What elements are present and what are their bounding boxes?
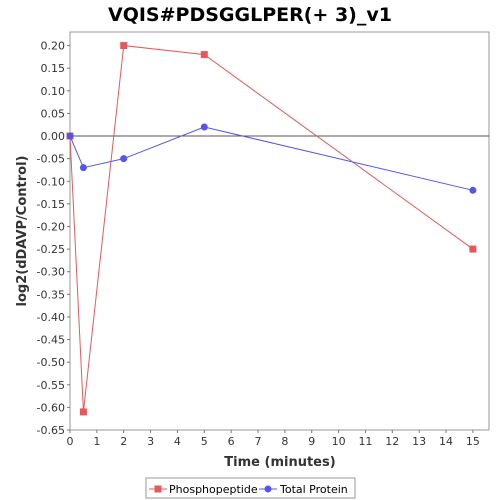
x-tick-label: 14 [439,435,453,448]
data-point-total-protein [79,164,87,172]
data-point-total-protein [200,123,208,131]
x-tick-label: 0 [67,435,74,448]
y-tick-label: -0.65 [37,424,65,437]
y-tick-label: -0.30 [37,266,65,279]
data-point-total-protein [120,155,128,163]
x-tick-label: 11 [358,435,372,448]
legend-label-phosphopeptide: Phosphopeptide [169,483,258,496]
y-tick-label: -0.60 [37,401,65,414]
y-tick-label: -0.05 [37,153,65,166]
y-tick-label: 0.05 [41,107,66,120]
x-tick-label: 8 [281,435,288,448]
data-point-phosphopeptide [120,42,128,50]
x-tick-label: 4 [174,435,181,448]
data-point-phosphopeptide [79,408,87,416]
y-tick-label: 0.10 [41,85,66,98]
y-tick-label: -0.50 [37,356,65,369]
x-axis-title: Time (minutes) [224,455,335,470]
x-tick-label: 7 [255,435,262,448]
y-tick-label: -0.25 [37,243,65,256]
y-tick-label: -0.40 [37,311,65,324]
y-tick-label: -0.20 [37,220,65,233]
y-tick-label: -0.35 [37,288,65,301]
y-tick-label: 0.15 [41,62,66,75]
legend-marker-phosphopeptide [154,485,162,493]
y-tick-label: 0.00 [41,130,66,143]
x-tick-label: 9 [308,435,315,448]
chart-title: VQIS#PDSGGLPER(+ 3)_v1 [108,4,392,26]
legend-label-total-protein: Total Protein [279,483,348,496]
data-point-total-protein [66,132,74,140]
x-tick-label: 1 [93,435,100,448]
y-tick-label: -0.10 [37,175,65,188]
x-tick-label: 2 [120,435,127,448]
y-tick-label: 0.20 [41,40,66,53]
x-tick-label: 12 [385,435,399,448]
data-point-total-protein [469,186,477,194]
x-tick-label: 13 [412,435,426,448]
legend-box [145,477,356,499]
plot-area [69,31,490,431]
legend: Phosphopeptide Total Protein [145,477,356,499]
y-tick-label: -0.55 [37,379,65,392]
x-tick-label: 10 [332,435,346,448]
x-tick-label: 3 [147,435,154,448]
x-tick-label: 6 [228,435,235,448]
x-tick-label: 15 [466,435,480,448]
data-point-phosphopeptide [469,245,477,253]
y-tick-label: -0.15 [37,198,65,211]
series-layer [66,42,477,416]
y-axis: 0.20 0.15 0.10 0.05 0.00 -0.05 -0.10 -0.15 -0.20… [37,40,70,437]
legend-marker-total-protein [264,485,272,493]
y-axis-title: log2(dDAVP/Control) [15,156,30,307]
x-axis: 0 1 2 3 4 5 6 7 8 9 10 11 12 13 14 15 [67,430,480,448]
data-point-phosphopeptide [200,51,208,59]
y-tick-label: -0.45 [37,334,65,347]
x-tick-label: 5 [201,435,208,448]
